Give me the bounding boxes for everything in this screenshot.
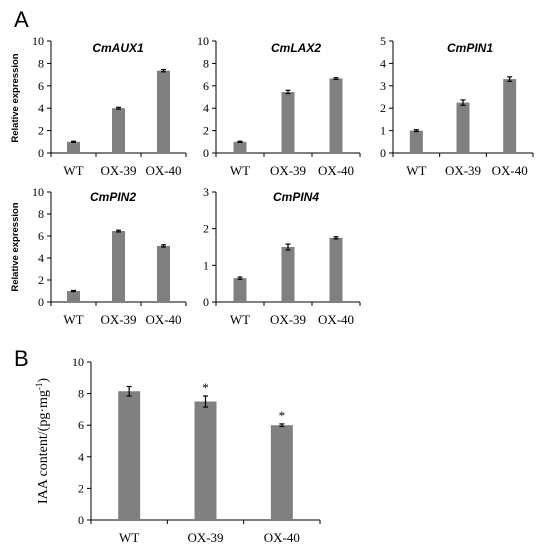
- y-tick-label: 0: [78, 513, 84, 527]
- y-tick-label: 6: [203, 79, 209, 93]
- y-tick-label: 5: [380, 34, 386, 48]
- bar-ox-40: [329, 78, 343, 153]
- category-label: OX-40: [145, 163, 181, 178]
- y-tick-label: 10: [32, 185, 44, 199]
- y-axis-label: IAA content/(pg·mg-1): [34, 378, 51, 504]
- y-tick-label: 4: [203, 101, 209, 115]
- category-label: WT: [63, 163, 83, 178]
- y-tick-label: 2: [380, 101, 386, 115]
- category-label: OX-40: [264, 530, 300, 545]
- bar-ox-40: [503, 79, 517, 153]
- y-axis-label: Relative expression: [10, 53, 21, 142]
- chart-2: 0 1 2 3 4 5 WT OX-39 OX-40 CmPIN1: [380, 34, 534, 178]
- chart-title: CmPIN4: [273, 190, 319, 204]
- y-tick-label: 8: [78, 387, 84, 401]
- category-label: OX-39: [100, 163, 136, 178]
- category-label: WT: [119, 530, 139, 545]
- significance-star: *: [202, 380, 209, 395]
- chart-title: CmLAX2: [271, 41, 321, 55]
- chart-0: 0 2 4 6 8 10 WT OX-39 OX-40 CmAUX1 Relative expres…: [10, 34, 187, 178]
- y-tick-label: 0: [203, 146, 209, 160]
- chart-title: CmAUX1: [92, 41, 144, 55]
- category-label: OX-40: [492, 163, 528, 178]
- y-tick-label: 10: [72, 355, 84, 369]
- bar-wt: [409, 130, 423, 153]
- chart-title: CmPIN2: [90, 190, 136, 204]
- category-label: OX-40: [145, 312, 181, 327]
- chart-title: CmPIN1: [447, 41, 493, 55]
- category-label: OX-40: [318, 312, 354, 327]
- bar-ox-40: [329, 237, 343, 302]
- bar-ox-39: [112, 231, 125, 302]
- y-tick-label: 3: [203, 185, 209, 199]
- bar-ox-39: [112, 108, 125, 153]
- y-tick-label: 2: [38, 124, 44, 138]
- y-tick-label: 0: [38, 295, 44, 309]
- category-label: WT: [230, 312, 250, 327]
- chart-4: 0 1 2 3 WT OX-39 OX-40 CmPIN4: [203, 185, 361, 327]
- bar-wt: [233, 141, 247, 153]
- y-tick-label: 4: [38, 251, 44, 265]
- chart-3: 0 2 4 6 8 10 WT OX-39 OX-40 CmPIN2 Relative expres…: [10, 185, 187, 327]
- y-axis-label: Relative expression: [10, 202, 21, 291]
- bar-ox-40: [157, 245, 170, 302]
- y-tick-label: 2: [38, 273, 44, 287]
- chart-5: 0 2 4 6 8 10 WT OX-39 * OX-40 * IAA content/(pg·mg-…: [34, 355, 321, 545]
- y-tick-label: 6: [78, 418, 84, 432]
- category-label: OX-39: [270, 312, 306, 327]
- bar-wt: [67, 141, 80, 153]
- category-label: WT: [230, 163, 250, 178]
- bar-wt: [233, 278, 247, 302]
- y-tick-label: 1: [203, 258, 209, 272]
- y-tick-label: 0: [203, 295, 209, 309]
- category-label: OX-39: [187, 530, 223, 545]
- y-tick-label: 6: [38, 79, 44, 93]
- bar-wt: [118, 391, 141, 520]
- bar-ox-40: [157, 70, 170, 153]
- y-tick-label: 0: [38, 146, 44, 160]
- y-tick-label: 0: [380, 146, 386, 160]
- chart-1: 0 2 4 6 8 10 WT OX-39 OX-40 CmLAX2: [197, 34, 361, 178]
- y-tick-label: 10: [32, 34, 44, 48]
- y-tick-label: 8: [38, 207, 44, 221]
- bar-ox-39: [281, 247, 295, 302]
- y-tick-label: 2: [203, 124, 209, 138]
- panel-label-a: A: [14, 7, 29, 32]
- bar-ox-39: [281, 91, 295, 153]
- category-label: WT: [63, 312, 83, 327]
- bar-ox-39: [194, 401, 217, 520]
- bar-ox-39: [456, 102, 470, 153]
- panel-label-b: B: [14, 346, 29, 371]
- y-tick-label: 4: [78, 450, 84, 464]
- category-label: OX-39: [100, 312, 136, 327]
- y-tick-label: 3: [380, 79, 386, 93]
- category-label: OX-39: [445, 163, 481, 178]
- y-tick-label: 10: [197, 34, 209, 48]
- category-label: WT: [406, 163, 426, 178]
- y-tick-label: 8: [38, 56, 44, 70]
- y-tick-label: 8: [203, 56, 209, 70]
- y-tick-label: 2: [203, 222, 209, 236]
- category-label: OX-40: [318, 163, 354, 178]
- y-tick-label: 4: [38, 101, 44, 115]
- bar-ox-40: [270, 425, 293, 520]
- y-tick-label: 6: [38, 229, 44, 243]
- bar-wt: [67, 291, 80, 302]
- y-tick-label: 1: [380, 124, 386, 138]
- category-label: OX-39: [270, 163, 306, 178]
- significance-star: *: [279, 408, 286, 423]
- y-tick-label: 4: [380, 56, 386, 70]
- y-tick-label: 2: [78, 481, 84, 495]
